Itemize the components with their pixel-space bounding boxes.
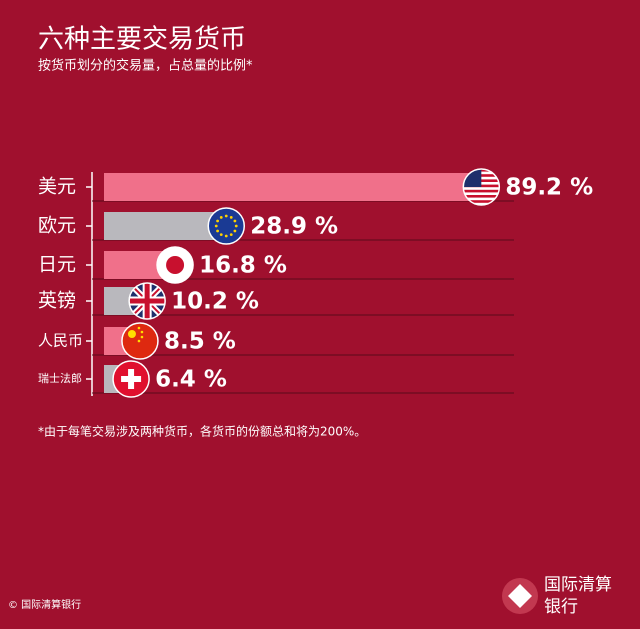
y-tick-label: 英镑: [38, 290, 76, 312]
flag-field: [208, 208, 245, 244]
flag-star: [229, 215, 233, 219]
chart-title: 六种主要交易货币: [38, 25, 246, 55]
flag: [128, 282, 166, 320]
flag-star: [140, 330, 144, 334]
flag: [112, 360, 150, 398]
flag-cross: [129, 283, 166, 319]
flag-star: [224, 214, 228, 218]
flag-star: [219, 215, 223, 219]
logo-text: 国际清算: [544, 575, 612, 595]
flag-star: [137, 326, 141, 330]
flag-star: [216, 229, 219, 233]
flag-body: [208, 208, 245, 244]
flag-rim: [156, 246, 194, 284]
y-tick-label: 人民币: [38, 332, 83, 350]
flag-star: [137, 339, 141, 343]
flag-rim: [112, 360, 150, 398]
flag-body: [129, 283, 166, 319]
flag-rim: [121, 322, 159, 360]
flag-star: [234, 224, 238, 228]
flag-star: [233, 229, 237, 233]
flag-body: [121, 323, 158, 359]
value-label: 16.8 %: [199, 253, 287, 279]
flag-rim: [128, 282, 166, 320]
y-tick-label: 美元: [38, 176, 76, 198]
flag-body: [113, 361, 150, 397]
flag-stripe: [463, 200, 500, 203]
bar: [104, 212, 227, 240]
flag-star: [140, 335, 144, 339]
flag-rim: [207, 207, 245, 245]
flag-rim: [462, 168, 501, 206]
flag-stripe: [463, 195, 500, 198]
y-tick-label: 瑞士法郎: [38, 371, 82, 385]
logo-icon: [502, 578, 538, 614]
value-label: 8.5 %: [164, 329, 236, 355]
flag-star: [233, 219, 237, 223]
flag: [121, 322, 159, 360]
flag-star: [127, 330, 136, 338]
flag-ring: [157, 247, 194, 283]
flag-body: [463, 169, 500, 205]
flag-disc: [166, 256, 185, 274]
flag-cross: [121, 376, 142, 382]
value-label: 89.2 %: [505, 175, 593, 201]
flag: [462, 168, 501, 206]
y-tick-label: 欧元: [38, 215, 76, 237]
bar: [104, 173, 482, 201]
value-label: 28.9 %: [250, 214, 338, 240]
flag-star: [224, 234, 228, 238]
logo-diamond: [508, 584, 532, 608]
flag-stripe: [463, 189, 500, 193]
logo-text: 银行: [544, 597, 578, 617]
flag-body: [157, 247, 194, 283]
y-tick-label: 日元: [38, 254, 76, 276]
value-label: 6.4 %: [155, 367, 227, 393]
flag-star: [229, 233, 233, 237]
value-label: 10.2 %: [171, 289, 259, 315]
flag-star: [214, 224, 218, 228]
source: © 国际清算银行: [8, 598, 81, 611]
footnote: *由于每笔交易涉及两种货币，各货币的份额总和将为200%。: [38, 424, 366, 439]
flag: [156, 246, 194, 284]
flag-star: [219, 233, 223, 237]
flag: [207, 207, 245, 245]
flag-star: [216, 219, 219, 223]
subtitle: 按货币划分的交易量，占总量的比例*: [38, 58, 253, 74]
